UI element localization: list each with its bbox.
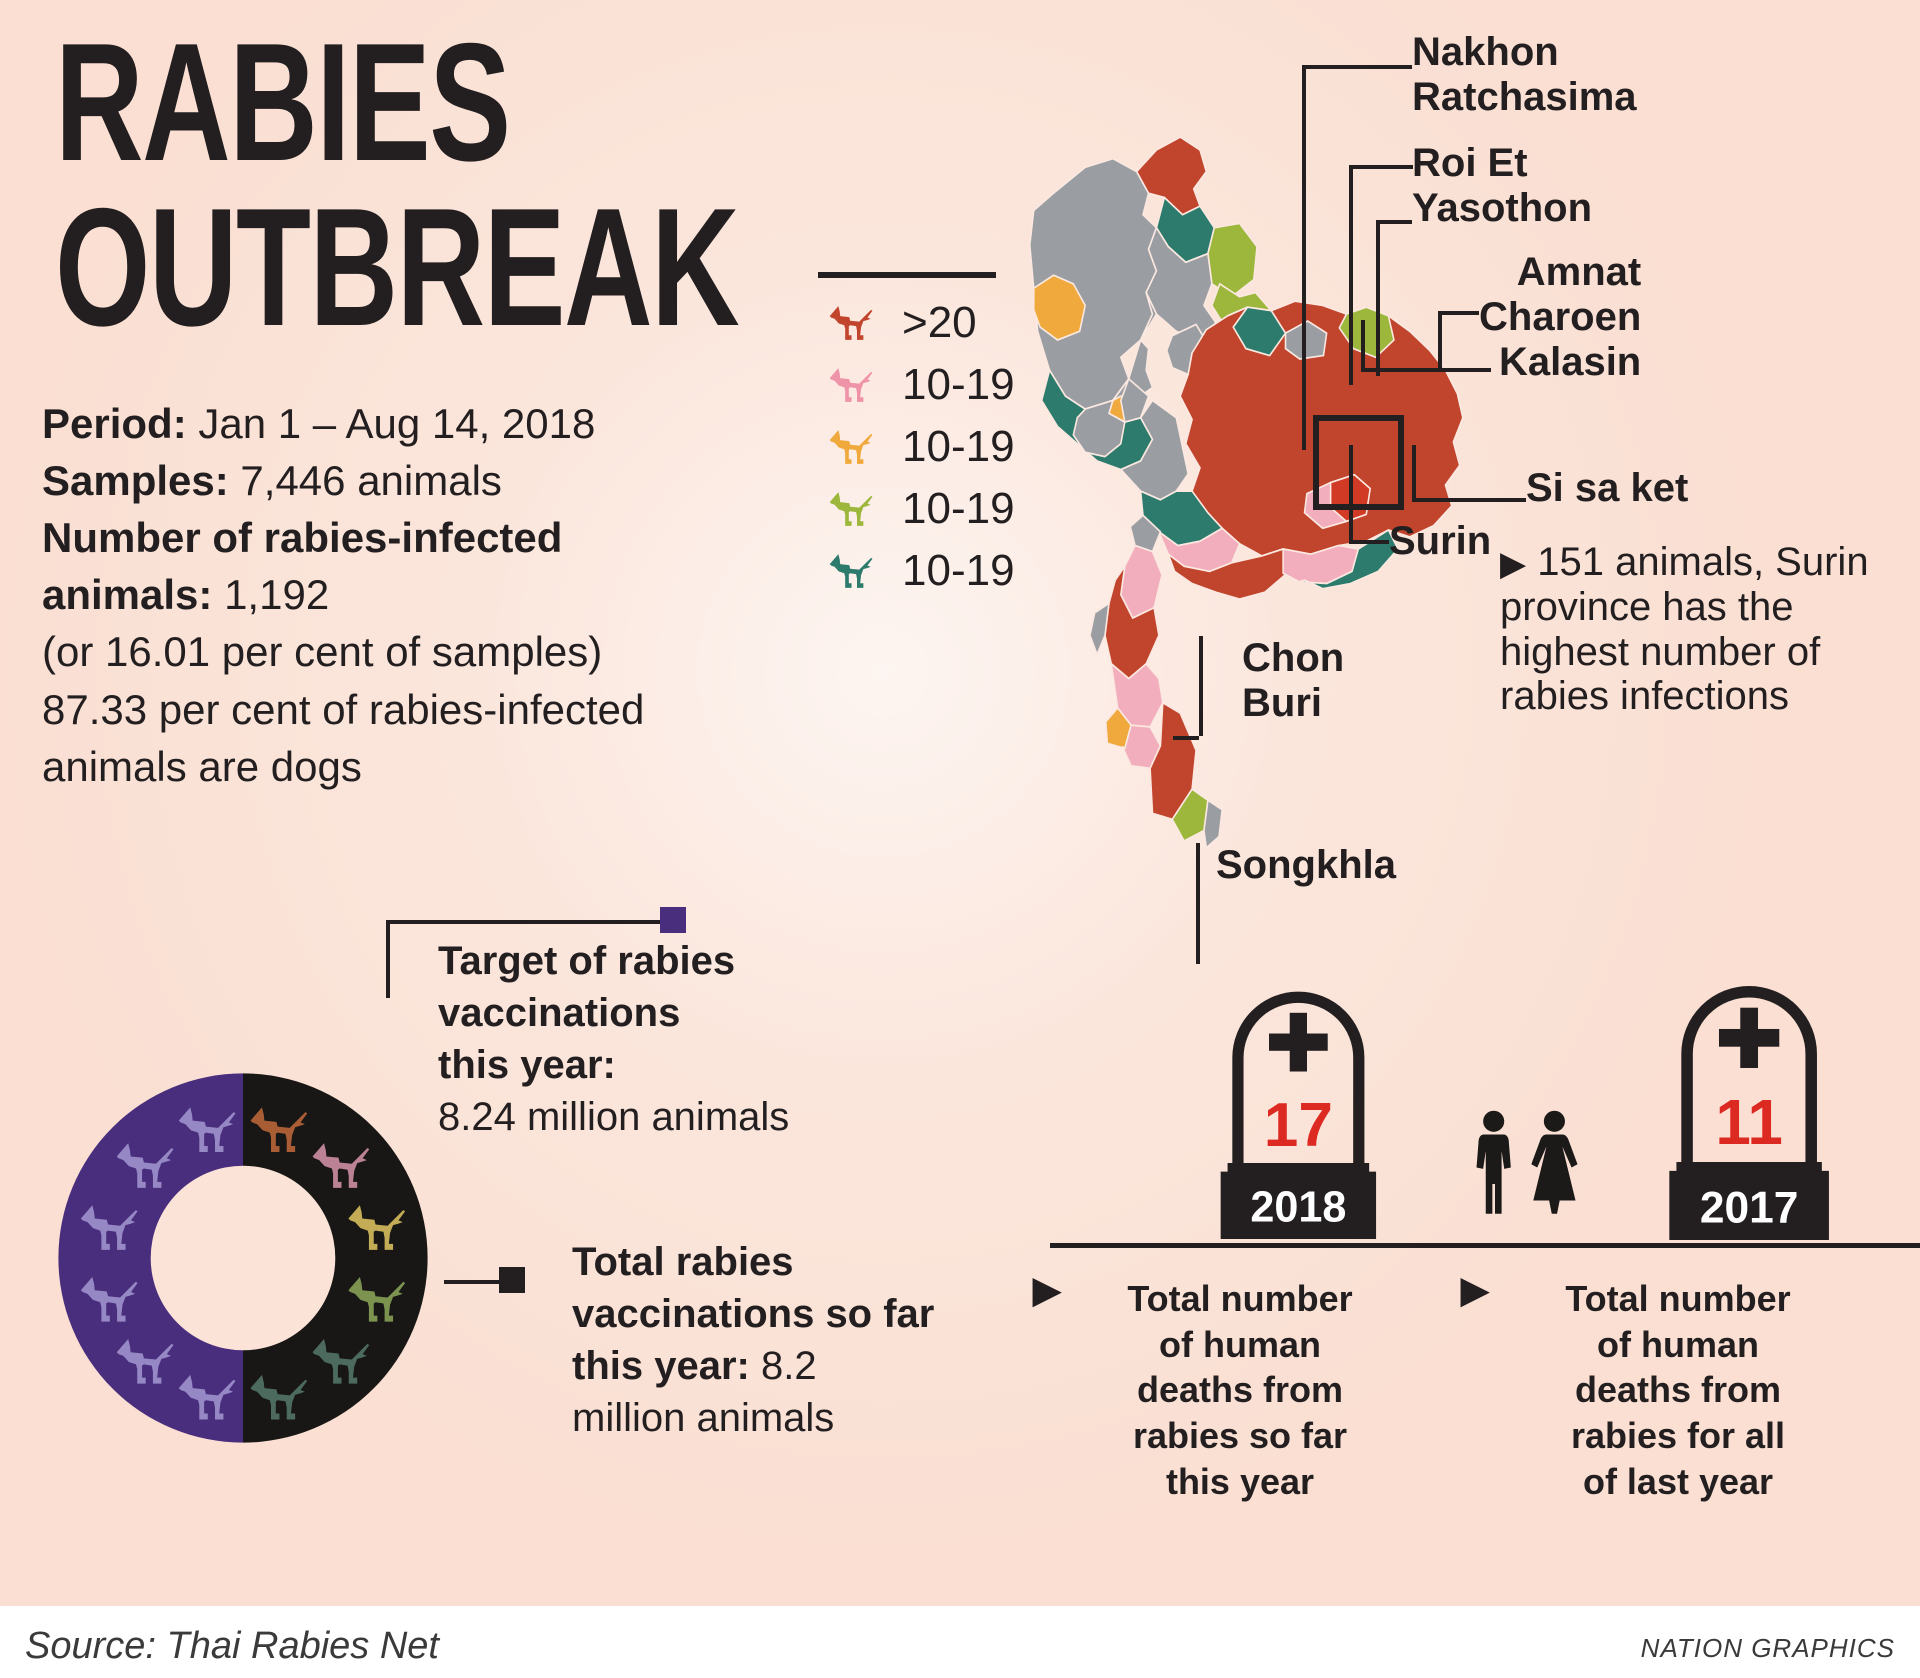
svg-text:11: 11	[1715, 1086, 1782, 1158]
svg-text:17: 17	[1264, 1091, 1333, 1160]
svg-text:2017: 2017	[1700, 1183, 1799, 1232]
svg-text:2018: 2018	[1250, 1184, 1346, 1232]
